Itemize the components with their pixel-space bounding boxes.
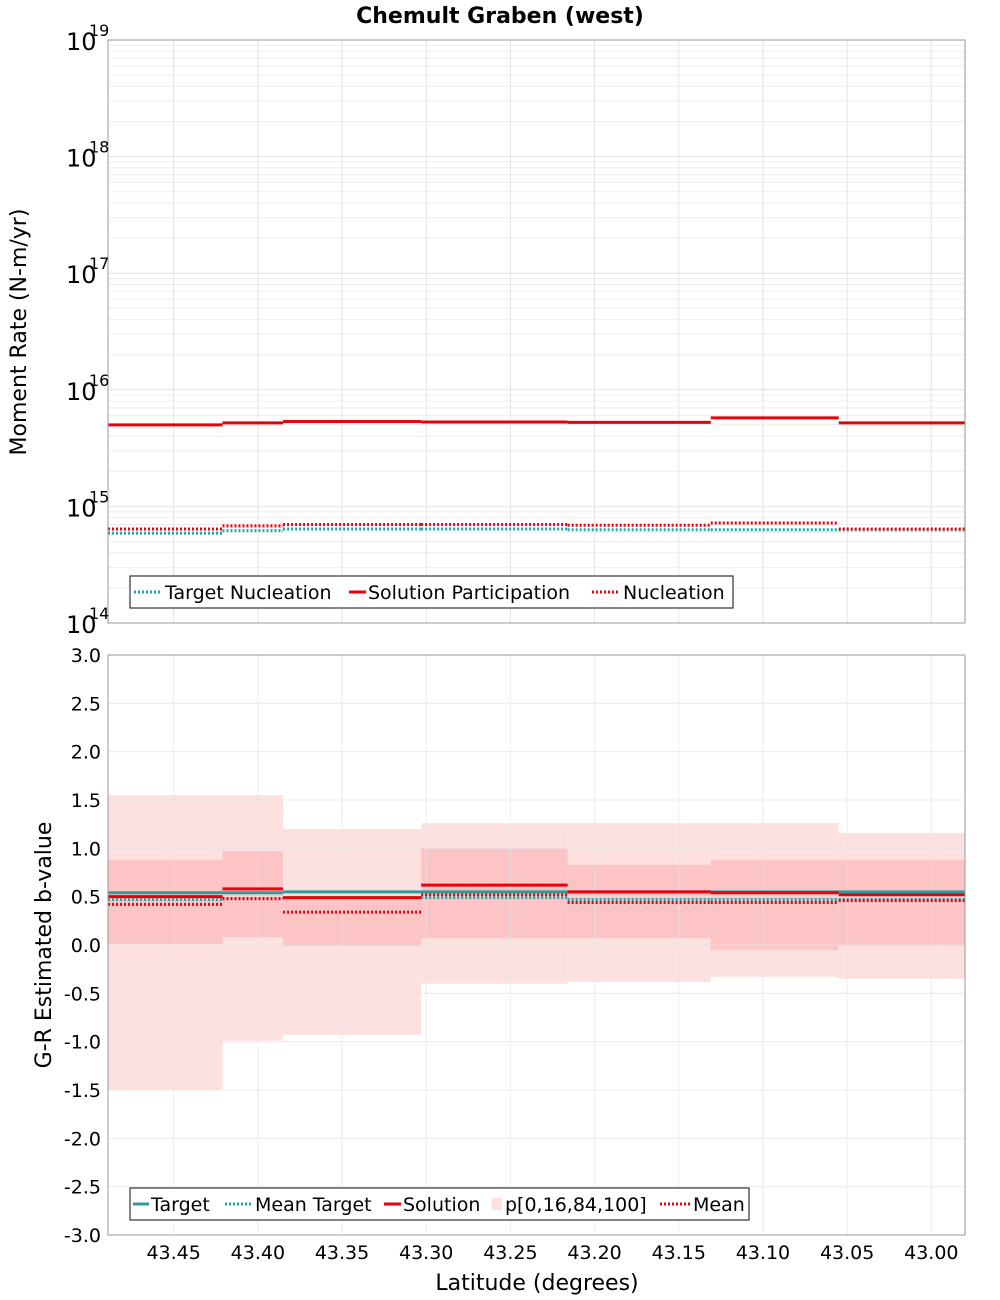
y-tick-label: -3.0 bbox=[64, 1225, 101, 1247]
y-tick-label: 3.0 bbox=[71, 645, 101, 667]
y-tick-exponent: 14 bbox=[89, 604, 109, 623]
band-p16-p84 bbox=[838, 859, 965, 945]
x-tick-label: 43.25 bbox=[483, 1242, 537, 1264]
y-tick-label: 2.5 bbox=[71, 693, 101, 715]
legend-label-target: Target bbox=[150, 1194, 210, 1216]
legend-label-percentile-band: p[0,16,84,100] bbox=[505, 1194, 647, 1216]
b-value-panel: 3.0 2.5 2.0 1.5 1.0 0.5 0.0 -0.5 -1.0 -1.5 -2.0 -2.… bbox=[32, 645, 966, 1296]
y-tick-label: 10 bbox=[66, 611, 97, 639]
y-tick-label: -2.0 bbox=[64, 1128, 101, 1150]
y-tick-label: 0.0 bbox=[71, 935, 101, 957]
y-tick-label: 0.5 bbox=[71, 887, 101, 909]
legend-swatch-percentile-band bbox=[492, 1198, 502, 1210]
y-tick-label: -0.5 bbox=[64, 983, 101, 1005]
band-p16-p84 bbox=[710, 859, 839, 950]
b-value-y-ticks: 3.0 2.5 2.0 1.5 1.0 0.5 0.0 -0.5 -1.0 -1.5 -2.0 -2.… bbox=[64, 645, 101, 1247]
moment-rate-plot-area bbox=[108, 40, 965, 623]
chart-title: Chemult Graben (west) bbox=[356, 4, 644, 29]
x-tick-label: 43.30 bbox=[399, 1242, 453, 1264]
legend-label-solution-participation: Solution Participation bbox=[368, 582, 570, 604]
b-value-legend: Target Mean Target Solution p[0,16,84,10… bbox=[129, 1187, 750, 1221]
b-value-y-label: G-R Estimated b-value bbox=[32, 822, 57, 1069]
moment-rate-frame bbox=[107, 39, 966, 624]
x-tick-label: 43.35 bbox=[315, 1242, 369, 1264]
y-tick-label: 10 bbox=[66, 261, 97, 289]
moment-rate-legend: Target Nucleation Solution Participation… bbox=[129, 575, 734, 609]
y-tick-exponent: 15 bbox=[89, 487, 109, 506]
y-tick-label: 1.0 bbox=[71, 838, 101, 860]
x-tick-label: 43.45 bbox=[146, 1242, 200, 1264]
moment-rate-series bbox=[108, 416, 965, 535]
y-tick-label: 1.5 bbox=[71, 790, 101, 812]
y-tick-label: 10 bbox=[66, 378, 97, 406]
x-tick-label: 43.20 bbox=[567, 1242, 621, 1264]
legend-label-solution: Solution bbox=[403, 1194, 480, 1216]
band-p16-p84 bbox=[283, 897, 422, 946]
y-tick-exponent: 18 bbox=[89, 138, 109, 157]
b-value-frame bbox=[107, 654, 966, 1236]
y-tick-exponent: 17 bbox=[89, 254, 109, 273]
moment-rate-legend-box bbox=[129, 575, 734, 609]
x-axis-label: Latitude (degrees) bbox=[435, 1271, 638, 1296]
y-tick-label: 2.0 bbox=[71, 742, 101, 764]
y-tick-label: -1.5 bbox=[64, 1080, 101, 1102]
x-tick-label: 43.05 bbox=[820, 1242, 874, 1264]
y-tick-exponent: 16 bbox=[89, 371, 109, 390]
x-tick-label: 43.15 bbox=[652, 1242, 706, 1264]
b-value-x-ticks: 43.45 43.40 43.35 43.30 43.25 43.20 43.15 43.10… bbox=[146, 1242, 958, 1264]
moment-rate-y-label: Moment Rate (N-m/yr) bbox=[7, 209, 32, 456]
legend-label-mean: Mean bbox=[693, 1194, 745, 1216]
x-tick-label: 43.40 bbox=[231, 1242, 285, 1264]
y-tick-exponent: 19 bbox=[89, 21, 109, 40]
band-p16-p84 bbox=[108, 859, 223, 945]
y-tick-label: -1.0 bbox=[64, 1032, 101, 1054]
x-tick-label: 43.00 bbox=[904, 1242, 958, 1264]
legend-label-target-nucleation: Target Nucleation bbox=[164, 582, 332, 604]
y-tick-label: 10 bbox=[66, 494, 97, 522]
y-tick-label: 10 bbox=[66, 28, 97, 56]
moment-rate-grid bbox=[108, 40, 965, 624]
b-value-series bbox=[108, 883, 965, 914]
y-tick-label: -2.5 bbox=[64, 1177, 101, 1199]
x-tick-label: 43.10 bbox=[736, 1242, 790, 1264]
legend-label-nucleation: Nucleation bbox=[623, 582, 725, 604]
band-p16-p84 bbox=[567, 864, 711, 939]
y-tick-label: 10 bbox=[66, 145, 97, 173]
legend-label-mean-target: Mean Target bbox=[255, 1194, 372, 1216]
